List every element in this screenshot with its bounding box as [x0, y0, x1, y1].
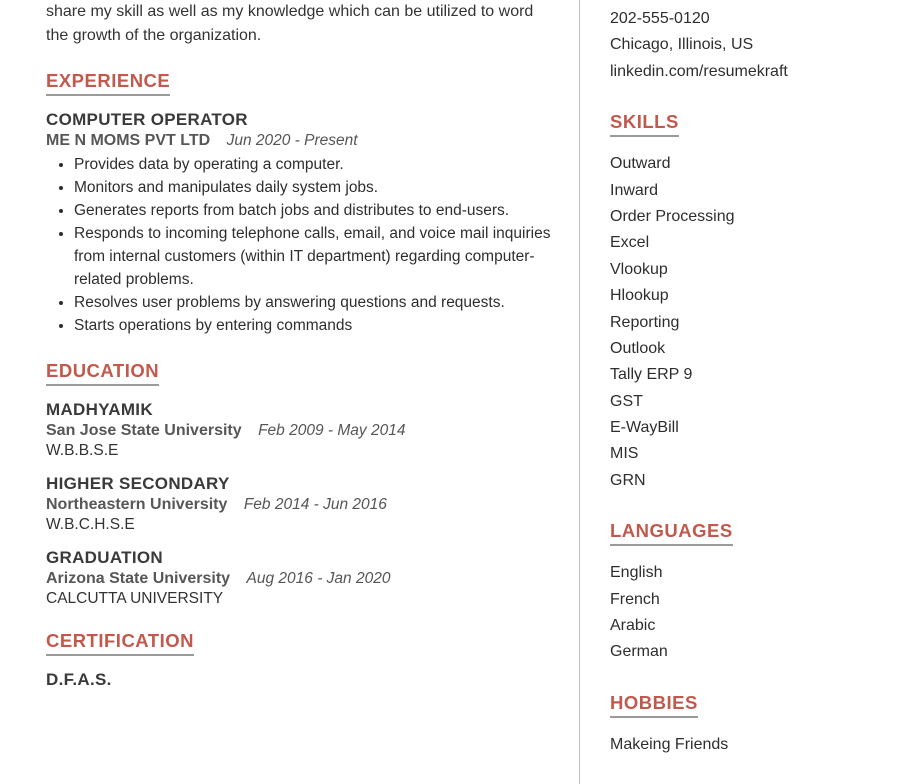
edu-board: W.B.C.H.S.E [46, 516, 551, 534]
summary-text: share my skill as well as my knowledge w… [46, 0, 551, 48]
experience-section: EXPERIENCE COMPUTER OPERATOR ME N MOMS P… [46, 70, 551, 338]
list-item: French [610, 587, 854, 613]
list-item: Vlookup [610, 257, 854, 283]
edu-meta: Northeastern University Feb 2014 - Jun 2… [46, 496, 551, 514]
education-entry: HIGHER SECONDARY Northeastern University… [46, 474, 551, 534]
list-item: Outlook [610, 336, 854, 362]
list-item: German [610, 639, 854, 665]
languages-list: English French Arabic German [610, 560, 854, 666]
list-item: Tally ERP 9 [610, 362, 854, 388]
skills-list: Outward Inward Order Processing Excel Vl… [610, 151, 854, 494]
left-column: share my skill as well as my knowledge w… [46, 0, 580, 784]
bullet-item: Monitors and manipulates daily system jo… [74, 177, 551, 200]
contact-location: Chicago, Illinois, US [610, 32, 854, 58]
school: Arizona State University [46, 570, 230, 587]
hobbies-section: HOBBIES Makeing Friends [610, 692, 854, 758]
languages-heading: LANGUAGES [610, 520, 733, 546]
list-item: Arabic [610, 613, 854, 639]
edu-board: CALCUTTA UNIVERSITY [46, 590, 551, 608]
right-column: 202-555-0120 Chicago, Illinois, US linke… [610, 0, 854, 784]
list-item: Excel [610, 230, 854, 256]
school: Northeastern University [46, 496, 227, 513]
education-heading: EDUCATION [46, 360, 159, 386]
contact-linkedin: linkedin.com/resumekraft [610, 59, 854, 85]
list-item: GRN [610, 468, 854, 494]
edu-dates: Feb 2014 - Jun 2016 [244, 496, 387, 513]
certification-section: CERTIFICATION D.F.A.S. [46, 630, 551, 690]
edu-dates: Feb 2009 - May 2014 [258, 422, 405, 439]
skills-section: SKILLS Outward Inward Order Processing E… [610, 111, 854, 494]
education-section: EDUCATION MADHYAMIK San Jose State Unive… [46, 360, 551, 608]
edu-title: GRADUATION [46, 548, 551, 568]
job-meta: ME N MOMS PVT LTD Jun 2020 - Present [46, 132, 551, 150]
languages-section: LANGUAGES English French Arabic German [610, 520, 854, 666]
education-entry: MADHYAMIK San Jose State University Feb … [46, 400, 551, 460]
experience-bullets: Provides data by operating a computer. M… [46, 154, 551, 338]
list-item: Inward [610, 178, 854, 204]
hobbies-list: Makeing Friends [610, 732, 854, 758]
list-item: Hlookup [610, 283, 854, 309]
list-item: Outward [610, 151, 854, 177]
edu-board: W.B.B.S.E [46, 442, 551, 460]
edu-dates: Aug 2016 - Jan 2020 [247, 570, 391, 587]
certification-heading: CERTIFICATION [46, 630, 194, 656]
resume-page: share my skill as well as my knowledge w… [46, 0, 854, 784]
hobbies-heading: HOBBIES [610, 692, 698, 718]
list-item: Order Processing [610, 204, 854, 230]
job-dates: Jun 2020 - Present [227, 132, 358, 149]
list-item: Makeing Friends [610, 732, 854, 758]
list-item: GST [610, 389, 854, 415]
job-title: COMPUTER OPERATOR [46, 110, 551, 130]
education-entry: GRADUATION Arizona State University Aug … [46, 548, 551, 608]
employer: ME N MOMS PVT LTD [46, 132, 210, 149]
bullet-item: Generates reports from batch jobs and di… [74, 200, 551, 223]
list-item: MIS [610, 441, 854, 467]
bullet-item: Starts operations by entering commands [74, 315, 551, 338]
skills-heading: SKILLS [610, 111, 679, 137]
contact-phone: 202-555-0120 [610, 6, 854, 32]
list-item: Reporting [610, 310, 854, 336]
school: San Jose State University [46, 422, 242, 439]
bullet-item: Responds to incoming telephone calls, em… [74, 223, 551, 292]
list-item: English [610, 560, 854, 586]
edu-title: HIGHER SECONDARY [46, 474, 551, 494]
contact-block: 202-555-0120 Chicago, Illinois, US linke… [610, 6, 854, 85]
edu-title: MADHYAMIK [46, 400, 551, 420]
cert-title: D.F.A.S. [46, 670, 551, 690]
edu-meta: San Jose State University Feb 2009 - May… [46, 422, 551, 440]
bullet-item: Resolves user problems by answering ques… [74, 292, 551, 315]
bullet-item: Provides data by operating a computer. [74, 154, 551, 177]
experience-heading: EXPERIENCE [46, 70, 170, 96]
list-item: E-WayBill [610, 415, 854, 441]
edu-meta: Arizona State University Aug 2016 - Jan … [46, 570, 551, 588]
